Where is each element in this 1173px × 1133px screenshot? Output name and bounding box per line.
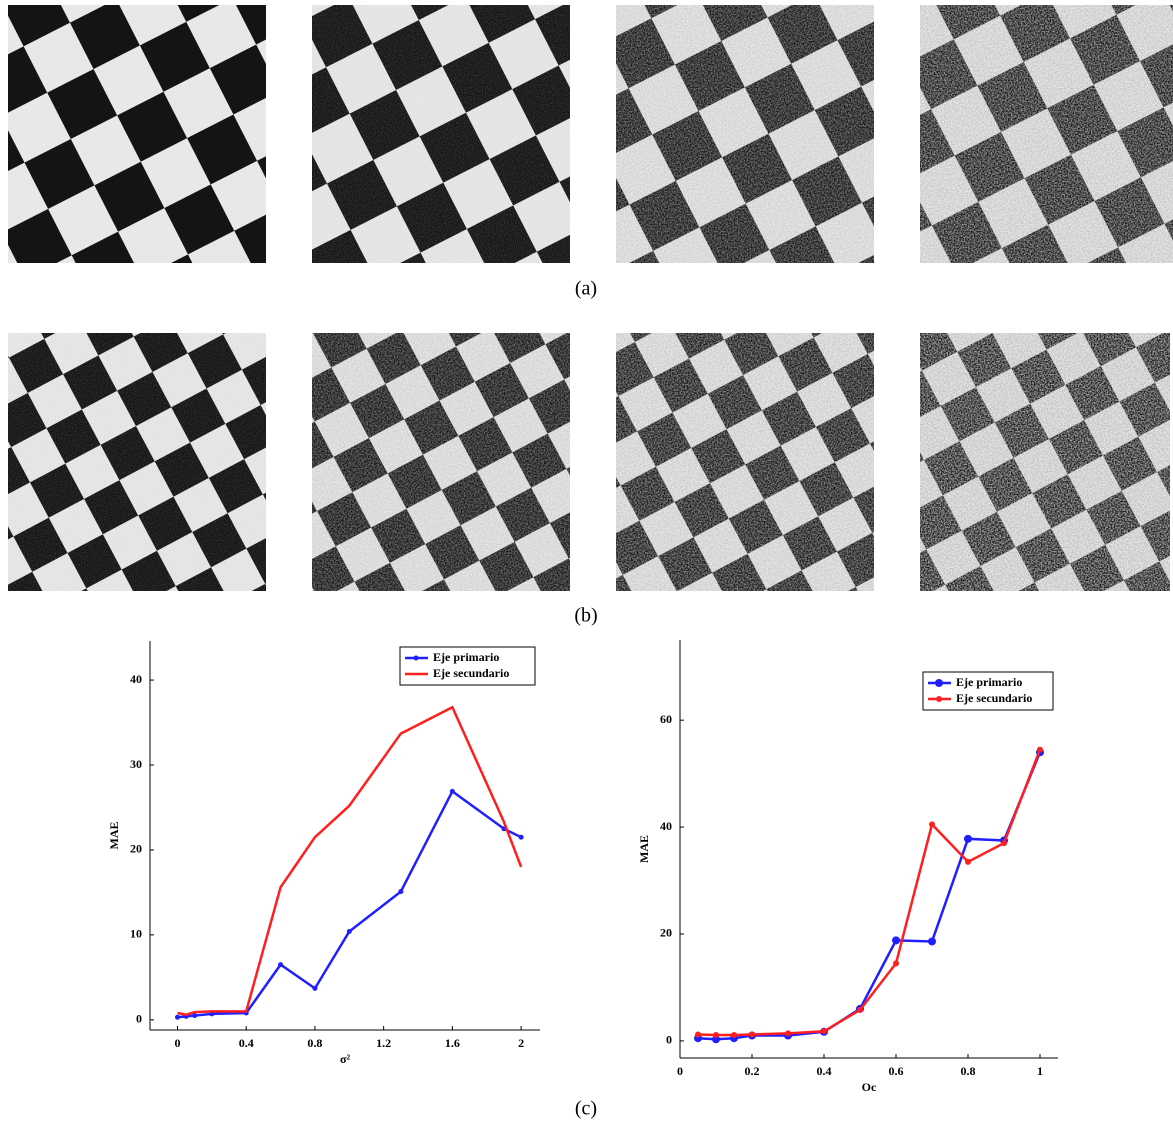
point — [893, 960, 899, 967]
point — [192, 1013, 198, 1019]
series-line — [697, 749, 1042, 1037]
point — [785, 1030, 791, 1037]
noise — [312, 333, 570, 591]
image-row-a — [8, 5, 1173, 263]
y-tick-label: 0 — [666, 1033, 672, 1047]
legend-label: Eje primario — [433, 650, 499, 664]
y-tick-label: 20 — [130, 842, 142, 856]
point — [821, 1028, 827, 1035]
y-tick-label: 20 — [660, 926, 672, 940]
point — [1037, 746, 1043, 753]
legend-marker — [413, 655, 419, 661]
point — [929, 821, 935, 828]
point — [713, 1032, 719, 1039]
x-tick-label: 1.6 — [445, 1036, 460, 1050]
point — [1001, 840, 1007, 847]
legend-label: Eje secundario — [433, 666, 509, 680]
image-row-b — [8, 333, 1170, 591]
y-tick-label: 0 — [136, 1012, 142, 1026]
x-tick-label: 2 — [518, 1036, 524, 1050]
x-tick-label: 1.2 — [376, 1036, 391, 1050]
y-tick-label: 10 — [130, 927, 142, 941]
image — [8, 5, 266, 263]
x-tick-label: 0.6 — [889, 1064, 904, 1078]
caption: (b) — [574, 605, 597, 627]
line-chart: 0 20 40 60 0 0.2 0.4 0.6 0.8 1 Oc MAE Eje primario Ej… — [637, 640, 1058, 1094]
point — [312, 985, 318, 991]
point — [749, 1031, 755, 1038]
point — [398, 889, 404, 895]
noise — [920, 333, 1170, 591]
caption: (c) — [575, 1098, 597, 1120]
point — [346, 928, 352, 934]
series-line — [177, 705, 523, 1016]
noise — [920, 5, 1173, 263]
y-tick-label: 30 — [130, 757, 142, 771]
legend-box — [922, 671, 1054, 711]
point — [965, 858, 971, 865]
point — [518, 834, 524, 840]
point — [695, 1031, 701, 1038]
x-tick-label: 0.2 — [745, 1064, 760, 1078]
point — [449, 788, 455, 794]
caption: (a) — [575, 278, 597, 300]
y-axis-label: MAE — [107, 822, 121, 850]
legend-label: Eje primario — [956, 675, 1022, 689]
noise — [8, 333, 266, 591]
legend-box — [399, 646, 536, 686]
x-tick-label: 0 — [677, 1064, 683, 1078]
x-tick-label: 1 — [1037, 1064, 1043, 1078]
x-tick-label: 0.4 — [239, 1036, 254, 1050]
x-tick-label: 0.8 — [961, 1064, 976, 1078]
point — [174, 1014, 180, 1020]
point — [278, 962, 284, 968]
y-tick-label: 60 — [660, 712, 672, 726]
x-axis-label: Oc — [862, 1080, 877, 1094]
legend-marker — [936, 696, 942, 702]
point — [857, 1006, 863, 1013]
x-axis-label: σ² — [340, 1052, 351, 1066]
point — [964, 834, 972, 843]
point — [892, 936, 900, 945]
x-tick-label: 0 — [174, 1036, 180, 1050]
line-chart: 0 10 20 30 40 0 0.4 0.8 1.2 1.6 2 σ² MAE Eje primario… — [107, 641, 540, 1066]
x-tick-label: 0.8 — [307, 1036, 322, 1050]
series-line — [177, 789, 522, 1019]
x-tick-label: 0.4 — [817, 1064, 832, 1078]
point — [928, 937, 936, 946]
noise — [616, 333, 874, 591]
y-tick-label: 40 — [130, 672, 142, 686]
noise — [616, 5, 874, 263]
legend-marker — [935, 679, 943, 687]
noise — [312, 5, 570, 263]
point — [712, 1035, 720, 1044]
point — [731, 1032, 737, 1039]
legend-label: Eje secundario — [956, 691, 1032, 705]
y-tick-label: 40 — [660, 819, 672, 833]
y-axis-label: MAE — [637, 835, 651, 863]
